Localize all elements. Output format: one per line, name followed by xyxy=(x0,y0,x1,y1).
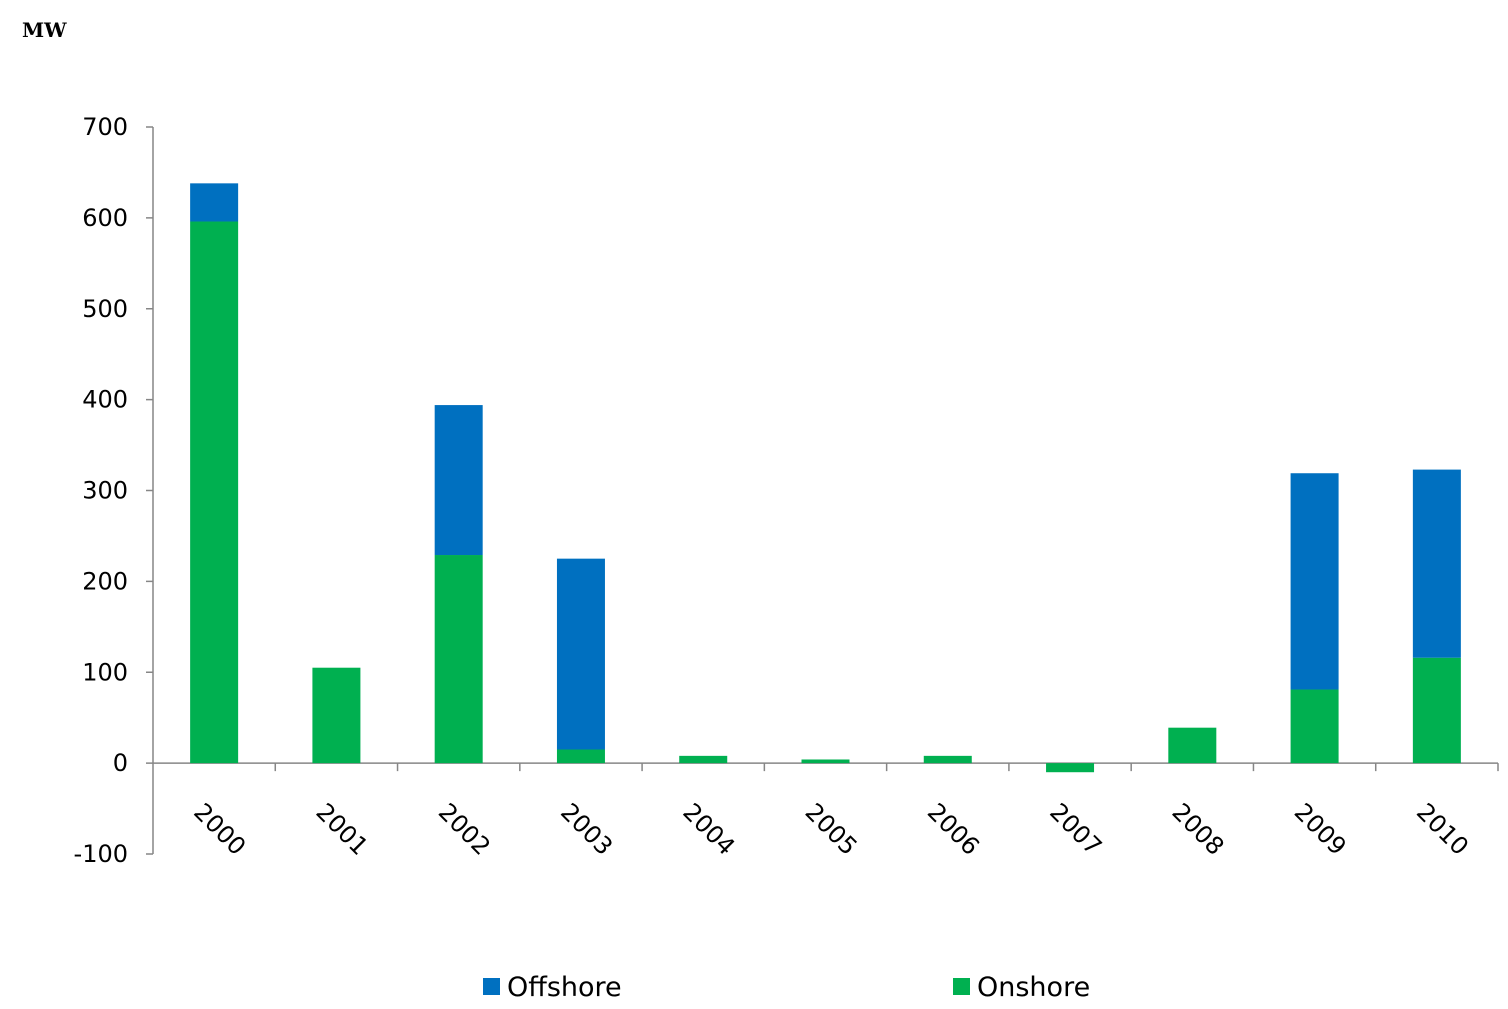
x-tick-label: 2008 xyxy=(1166,798,1229,861)
x-tick-label: 2002 xyxy=(433,798,496,861)
legend-label-onshore: Onshore xyxy=(977,972,1090,1003)
y-tick-label: 700 xyxy=(82,113,128,141)
x-tick-label: 2004 xyxy=(677,798,740,861)
bar-onshore-2005 xyxy=(801,759,850,764)
bar-onshore-2008 xyxy=(1168,727,1217,764)
bar-offshore-2003 xyxy=(556,558,605,750)
x-tick-label: 2003 xyxy=(555,798,618,861)
bars xyxy=(190,183,1461,773)
y-tick-label: 200 xyxy=(82,567,128,595)
y-tick-label: 0 xyxy=(113,749,128,777)
y-tick-label: 400 xyxy=(82,386,128,414)
bar-onshore-2000 xyxy=(190,221,239,764)
x-tick-label: 2001 xyxy=(311,798,374,861)
x-tick-label: 2006 xyxy=(922,798,985,861)
legend-swatch-onshore xyxy=(953,978,970,995)
x-tick-label: 2000 xyxy=(188,798,251,861)
x-tick-label: 2005 xyxy=(800,798,863,861)
bar-onshore-2001 xyxy=(312,667,361,764)
legend-swatch-offshore xyxy=(483,978,500,995)
bar-offshore-2000 xyxy=(190,183,239,222)
bar-offshore-2009 xyxy=(1290,473,1339,690)
legend: Offshore Onshore xyxy=(483,972,1090,1003)
bar-onshore-2010 xyxy=(1412,657,1461,764)
axes: -100 0 100 200 300 400 500 600 700 2000 2001 2002 20… xyxy=(74,113,1499,868)
x-tick-label: 2010 xyxy=(1411,798,1474,861)
y-tick-label: -100 xyxy=(74,840,128,868)
bar-onshore-2003 xyxy=(556,749,605,764)
y-tick-label: 600 xyxy=(82,204,128,232)
bar-onshore-2006 xyxy=(923,755,972,764)
bar-offshore-2010 xyxy=(1412,469,1461,658)
x-tick-label: 2007 xyxy=(1044,798,1107,861)
bar-onshore-2007 xyxy=(1046,763,1095,773)
y-tick-label: 100 xyxy=(82,658,128,686)
bar-offshore-2002 xyxy=(434,405,483,556)
bar-onshore-2009 xyxy=(1290,689,1339,764)
bar-onshore-2002 xyxy=(434,555,483,764)
y-tick-label: 300 xyxy=(82,477,128,505)
unit-label: MW xyxy=(22,18,67,42)
legend-label-offshore: Offshore xyxy=(507,972,622,1003)
x-tick-label: 2009 xyxy=(1289,798,1352,861)
bar-onshore-2004 xyxy=(679,755,728,764)
y-tick-label: 500 xyxy=(82,295,128,323)
